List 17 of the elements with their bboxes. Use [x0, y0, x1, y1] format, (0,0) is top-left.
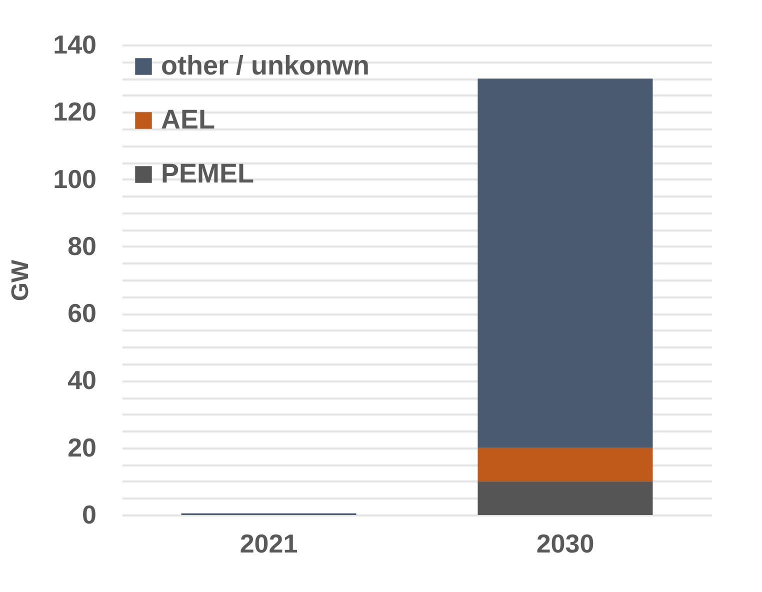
- x-tick-label: 2021: [240, 528, 298, 558]
- y-tick-label: 0: [82, 500, 96, 530]
- legend-label: PEMEL: [161, 158, 254, 188]
- y-axis-title: GW: [7, 259, 34, 302]
- y-tick-label: 80: [68, 230, 96, 261]
- bar: [478, 78, 653, 448]
- bar: [478, 448, 653, 482]
- y-tick-label: 40: [68, 365, 96, 396]
- legend-label: other / unkonwn: [161, 50, 370, 80]
- bar: [478, 481, 653, 515]
- y-tick-label: 100: [53, 164, 96, 194]
- y-tick-label: 20: [68, 432, 96, 462]
- y-tick-label: 60: [68, 298, 96, 328]
- y-tick-label: 120: [53, 96, 96, 127]
- legend-label: AEL: [161, 104, 215, 134]
- y-tick-label: 140: [53, 30, 96, 60]
- x-tick-label: 2030: [536, 528, 594, 558]
